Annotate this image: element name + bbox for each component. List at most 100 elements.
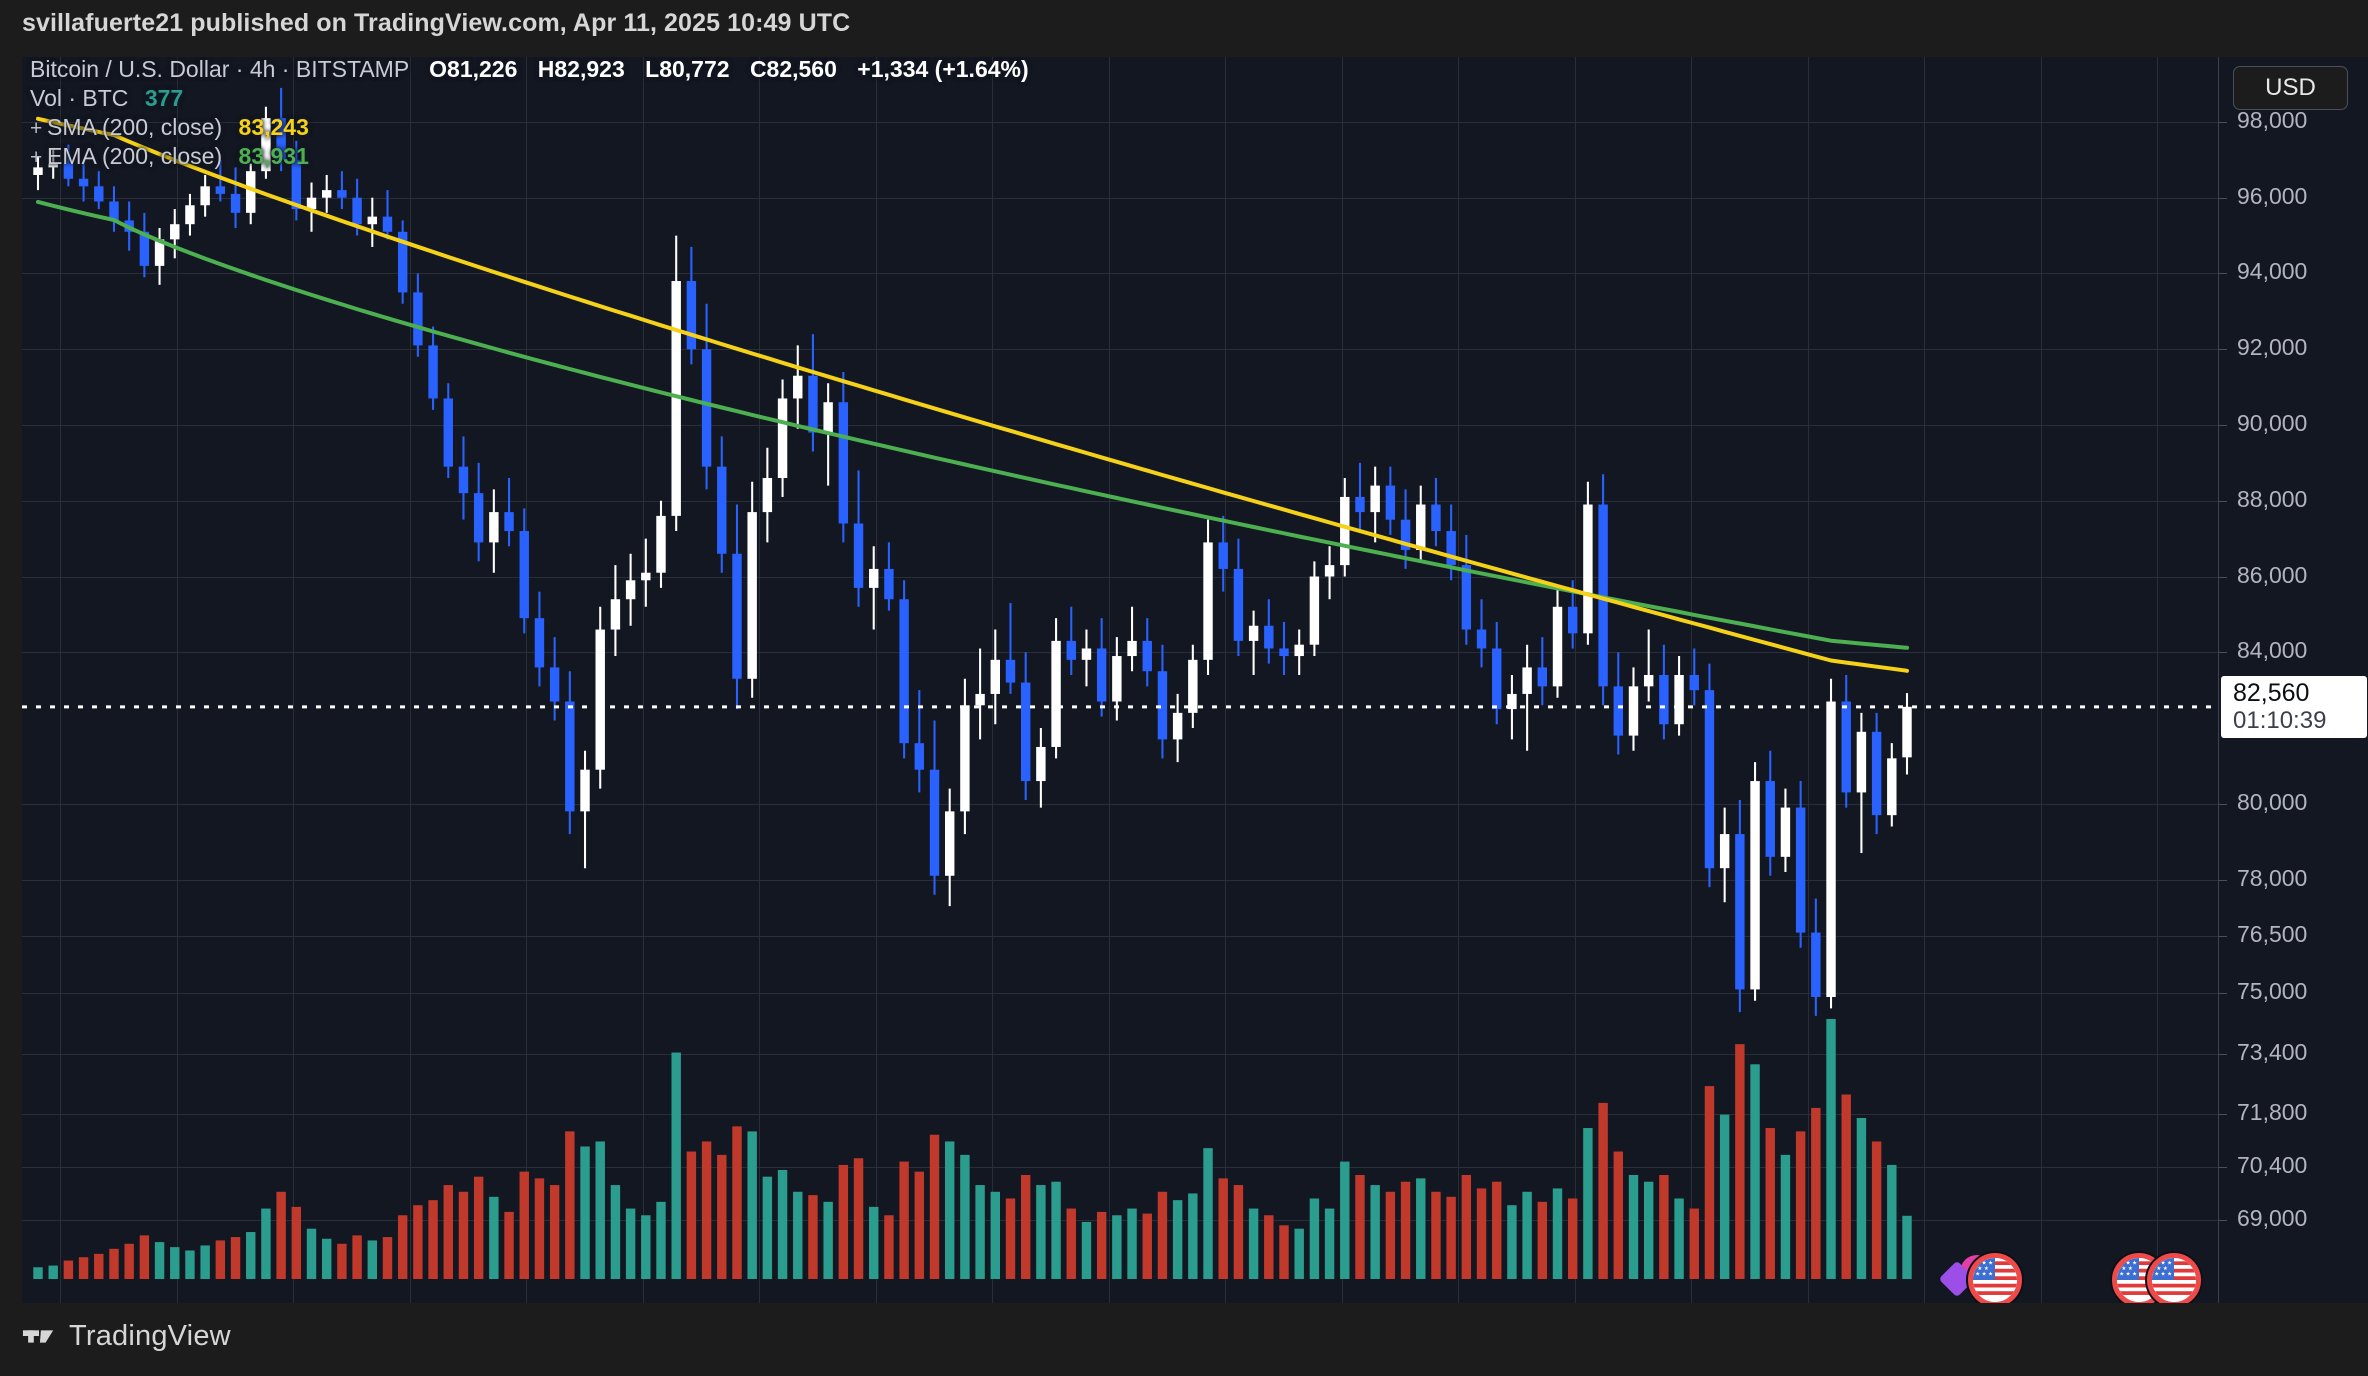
gridline-vertical: [1924, 57, 1925, 1303]
gridline-vertical: [1575, 57, 1576, 1303]
candle-body: [869, 568, 879, 588]
candle-body: [1507, 693, 1517, 710]
volume-bar: [321, 1238, 332, 1279]
volume-bar: [1826, 1019, 1836, 1279]
volume-bar: [1400, 1181, 1411, 1279]
candle-body: [1309, 576, 1320, 645]
gridline-vertical: [876, 57, 877, 1303]
volume-bar: [1233, 1185, 1244, 1279]
price-axis-tick-mark: [2219, 349, 2227, 350]
candle-body: [154, 239, 165, 266]
volume-bar: [853, 1158, 864, 1279]
candle-body: [914, 743, 925, 770]
price-axis-tick-mark: [2219, 273, 2227, 274]
volume-bar: [124, 1243, 134, 1279]
volume-bar: [732, 1126, 742, 1279]
volume-bar: [1340, 1161, 1350, 1279]
candle-body: [656, 515, 666, 573]
price-axis[interactable]: USD 98,000 96,000 94,000 92,000 90,000 88,000…: [2218, 57, 2368, 1303]
candle-body: [1385, 485, 1396, 520]
volume-bar: [1066, 1208, 1076, 1279]
price-axis-tick: 90,000: [2237, 409, 2308, 436]
candle-body: [1643, 674, 1654, 687]
volume-bar: [1294, 1228, 1304, 1279]
candle-body: [48, 163, 58, 168]
volume-bar: [686, 1151, 697, 1279]
candle-body: [1856, 731, 1867, 793]
price-axis-tick-mark: [2219, 577, 2227, 578]
legend-add-icon-2[interactable]: +: [30, 146, 43, 169]
volume-bar: [1355, 1175, 1365, 1279]
tradingview-logo[interactable]: TradingView: [22, 1319, 231, 1353]
candle-body: [1081, 648, 1092, 660]
economic-event-marker-us-1[interactable]: ★ ★ ★ ★ ★ ★ ★ ★: [1968, 1253, 2022, 1303]
legend-ema-row[interactable]: + EMA (200, close) 83,931: [30, 142, 1029, 171]
volume-bar: [534, 1178, 545, 1279]
gridline-horizontal: [22, 425, 2218, 426]
volume-bar: [1613, 1151, 1624, 1279]
gridline-vertical: [2041, 57, 2042, 1303]
legend-sma-value: 83,243: [238, 114, 309, 140]
volume-bar: [1674, 1198, 1684, 1279]
price-axis-tick: 92,000: [2237, 334, 2308, 361]
legend-ohlc-open: O81,226: [429, 57, 518, 82]
svg-text:★ ★ ★: ★ ★ ★: [2154, 1260, 2172, 1267]
candle-body: [823, 402, 833, 433]
volume-bar: [944, 1141, 955, 1279]
candle-body: [1294, 644, 1304, 657]
legend-sma-row[interactable]: + SMA (200, close) 83,243: [30, 113, 1029, 142]
volume-bar: [230, 1237, 241, 1279]
candle-body: [549, 667, 560, 702]
volume-bar: [200, 1245, 210, 1279]
candle-body: [1066, 640, 1076, 660]
candle-body: [321, 190, 332, 198]
legend-volume-row[interactable]: Vol · BTC 377: [30, 84, 1029, 113]
currency-badge-label: USD: [2265, 74, 2316, 101]
svg-text:★ ★: ★ ★: [1977, 1265, 1988, 1272]
price-axis-tick-mark: [2219, 501, 2227, 502]
volume-bar: [1309, 1198, 1320, 1279]
volume-bar: [1689, 1208, 1699, 1279]
svg-text:★ ★: ★ ★: [2156, 1265, 2167, 1272]
volume-bar: [1005, 1198, 1016, 1279]
volume-bar: [337, 1243, 347, 1279]
price-axis-tick: 94,000: [2237, 258, 2308, 285]
publisher-bar: svillafuerte21 published on TradingView.…: [0, 0, 2368, 57]
gridline-vertical: [1458, 57, 1459, 1303]
candle-body: [291, 159, 302, 210]
price-axis-tick: 96,000: [2237, 182, 2308, 209]
candle-body: [808, 375, 818, 433]
candle-body: [1826, 701, 1836, 997]
price-axis-tick: 75,000: [2237, 978, 2308, 1005]
legend-symbol-row[interactable]: Bitcoin / U.S. Dollar · 4h · BITSTAMP O8…: [30, 57, 1029, 84]
economic-event-marker-us-3[interactable]: ★ ★ ★ ★ ★ ★ ★ ★: [2147, 1253, 2201, 1303]
volume-bar: [1750, 1064, 1760, 1279]
legend-add-icon[interactable]: +: [30, 117, 43, 140]
candle-body: [1188, 659, 1198, 713]
volume-bar: [1172, 1200, 1183, 1279]
price-axis-tick-mark: [2219, 1054, 2227, 1055]
candle-body: [352, 197, 362, 225]
volume-bar: [78, 1257, 89, 1279]
chart-plot-area[interactable]: ★ ★ ★ ★ ★ ★ ★ ★ ★ ★ ★ ★ ★ ★ ★ ★ ★ ★ ★ ★ ★ ★ ★ ★ …: [22, 57, 2218, 1303]
volume-bar: [641, 1215, 651, 1279]
candle-body: [1765, 781, 1775, 857]
price-axis-tick-mark: [2219, 804, 2227, 805]
volume-bar: [215, 1240, 226, 1279]
volume-bar: [397, 1215, 408, 1279]
candle-body: [1340, 496, 1350, 566]
volume-bar: [793, 1191, 803, 1279]
volume-bar: [1583, 1128, 1593, 1279]
currency-badge[interactable]: USD: [2233, 66, 2348, 110]
legend-ohlc-close: C82,560: [749, 57, 837, 82]
volume-bar: [261, 1208, 271, 1279]
current-price-label: 82,560 01:10:39: [2221, 675, 2367, 738]
gridline-vertical: [643, 57, 644, 1303]
gridline-horizontal: [22, 501, 2218, 502]
volume-bar: [306, 1228, 317, 1279]
gridline-vertical: [1225, 57, 1226, 1303]
gridline-vertical: [60, 57, 61, 1303]
candle-body: [1203, 542, 1213, 660]
candle-body: [33, 167, 43, 175]
svg-text:★ ★ ★: ★ ★ ★: [1975, 1260, 1993, 1267]
